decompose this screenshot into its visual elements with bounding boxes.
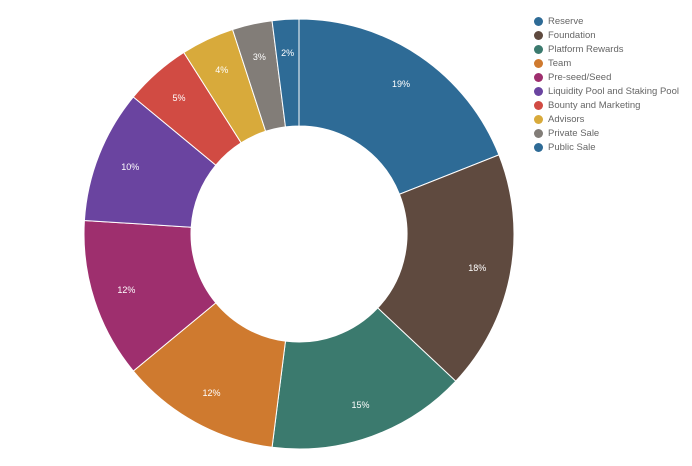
legend-item-team[interactable]: Team (534, 56, 679, 70)
legend-swatch (534, 30, 543, 40)
slice-reserve[interactable] (298, 18, 500, 195)
legend-swatch (534, 100, 543, 110)
legend-item-platform-rewards[interactable]: Platform Rewards (534, 42, 679, 56)
legend-label: Pre-seed/Seed (548, 71, 612, 83)
slice-public-sale[interactable] (271, 18, 300, 128)
slice-label-reserve: 19% (392, 79, 410, 89)
legend-label: Bounty and Marketing (548, 99, 641, 111)
slice-foundation[interactable] (377, 154, 515, 382)
legend-label: Reserve (548, 15, 584, 27)
slice-label-foundation: 18% (468, 263, 486, 273)
legend-label: Liquidity Pool and Staking Pool (548, 85, 679, 97)
legend-swatch (534, 128, 543, 138)
slice-label-public-sale: 2% (281, 48, 294, 58)
legend-item-liquidity-pool-and-staking-pool[interactable]: Liquidity Pool and Staking Pool (534, 84, 679, 98)
legend-swatch (534, 16, 543, 26)
legend-swatch (534, 142, 543, 152)
legend-swatch (534, 114, 543, 124)
slice-label-bounty-and-marketing: 5% (172, 93, 185, 103)
slice-label-team: 12% (203, 388, 221, 398)
legend-swatch (534, 58, 543, 68)
legend-swatch (534, 72, 543, 82)
legend-label: Team (548, 57, 572, 69)
legend-item-pre-seed-seed[interactable]: Pre-seed/Seed (534, 70, 679, 84)
slice-label-liquidity-pool-and-staking-pool: 10% (121, 162, 139, 172)
legend-label: Private Sale (548, 127, 600, 139)
legend-item-bounty-and-marketing[interactable]: Bounty and Marketing (534, 98, 679, 112)
slice-label-private-sale: 3% (253, 52, 266, 62)
legend-label: Foundation (548, 29, 596, 41)
slice-label-advisors: 4% (215, 65, 228, 75)
legend-label: Platform Rewards (548, 43, 624, 55)
chart-legend: Reserve Foundation Platform Rewards Team Pre… (534, 14, 679, 154)
legend-item-foundation[interactable]: Foundation (534, 28, 679, 42)
slice-label-pre-seed-seed: 12% (117, 285, 135, 295)
legend-swatch (534, 44, 543, 54)
donut-slices (83, 18, 515, 450)
legend-label: Advisors (548, 113, 585, 125)
legend-item-public-sale[interactable]: Public Sale (534, 140, 679, 154)
legend-item-private-sale[interactable]: Private Sale (534, 126, 679, 140)
slice-platform-rewards[interactable] (271, 307, 457, 450)
legend-swatch (534, 86, 543, 96)
slice-labels: 19% 18% 15% 12% 12% 10% 5% 4% 3% 2% (117, 48, 486, 410)
legend-item-advisors[interactable]: Advisors (534, 112, 679, 126)
slice-label-platform-rewards: 15% (351, 400, 369, 410)
legend-label: Public Sale (548, 141, 596, 153)
legend-item-reserve[interactable]: Reserve (534, 14, 679, 28)
